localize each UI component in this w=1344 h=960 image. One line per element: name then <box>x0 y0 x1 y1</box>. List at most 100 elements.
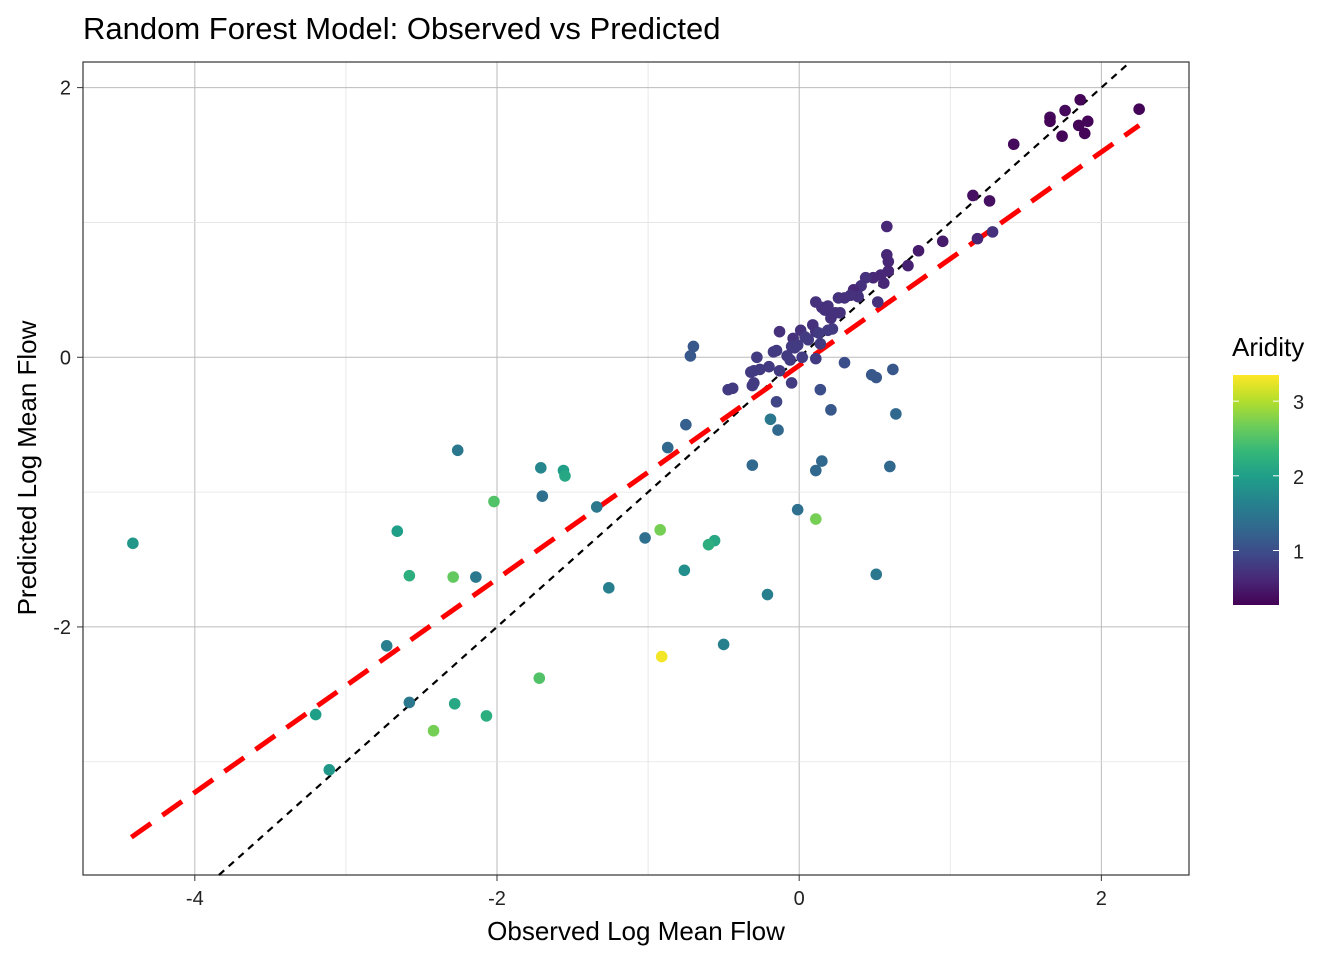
data-point <box>535 462 547 474</box>
data-point <box>791 503 804 516</box>
chart-title: Random Forest Model: Observed vs Predict… <box>83 11 721 46</box>
data-point <box>865 368 878 381</box>
y-tick-label: 0 <box>60 347 71 369</box>
data-point <box>717 638 730 651</box>
data-point <box>838 356 851 369</box>
colorbar <box>1233 375 1279 605</box>
x-tick-label: 2 <box>1096 888 1107 910</box>
data-point <box>887 363 899 376</box>
data-point <box>451 444 464 457</box>
data-point <box>810 352 822 365</box>
data-point <box>770 344 783 357</box>
data-point <box>881 220 893 233</box>
data-point <box>802 333 815 346</box>
legend-title: Aridity <box>1232 332 1304 362</box>
data-point <box>536 490 549 502</box>
data-point <box>773 364 786 377</box>
data-point <box>822 324 834 337</box>
data-point <box>639 532 651 544</box>
data-point <box>751 351 763 364</box>
data-point <box>810 513 822 525</box>
data-point <box>884 460 896 473</box>
data-point <box>882 255 895 268</box>
data-point <box>871 296 884 308</box>
y-axis-label: Predicted Log Mean Flow <box>12 320 42 615</box>
axis-ticks: -4 -2 0 2 -2 0 2 <box>53 78 1107 910</box>
data-point <box>448 697 461 710</box>
data-point <box>986 226 999 238</box>
data-point <box>770 395 783 408</box>
y-tick-label: -2 <box>53 617 71 639</box>
legend-tick-label: 1 <box>1293 541 1304 563</box>
data-point <box>877 277 890 289</box>
data-point <box>832 292 845 304</box>
data-point <box>813 327 825 339</box>
data-point <box>819 304 831 316</box>
data-point <box>785 377 798 389</box>
x-tick-label: -4 <box>186 888 204 910</box>
panel-border <box>82 61 1190 876</box>
data-point <box>825 404 837 416</box>
data-point <box>912 244 925 257</box>
data-point <box>309 708 322 721</box>
data-point <box>784 354 796 366</box>
data-point <box>480 710 493 722</box>
y-tick-label: 2 <box>60 78 71 100</box>
data-point <box>810 464 822 477</box>
data-point <box>603 582 615 594</box>
data-point <box>1081 115 1094 128</box>
data-point <box>654 524 666 536</box>
data-point <box>391 525 404 537</box>
data-point <box>788 342 801 354</box>
data-point <box>488 495 500 508</box>
legend-tick-label: 2 <box>1293 467 1304 489</box>
data-point <box>559 470 571 482</box>
data-point <box>1007 138 1020 151</box>
data-point <box>680 418 692 431</box>
data-point <box>971 232 984 245</box>
data-point <box>816 455 828 467</box>
data-point <box>746 379 759 392</box>
data-point <box>746 459 759 471</box>
data-point <box>1059 104 1071 117</box>
legend-tick-label: 3 <box>1293 392 1304 414</box>
data-point <box>763 360 775 373</box>
points <box>127 93 1145 776</box>
x-axis-label: Observed Log Mean Flow <box>487 916 785 946</box>
data-point <box>761 588 774 601</box>
data-point <box>890 408 902 420</box>
data-point <box>533 672 546 684</box>
data-point <box>834 306 846 319</box>
data-point <box>772 424 784 436</box>
data-point <box>814 383 827 396</box>
data-point <box>1044 115 1056 128</box>
x-tick-label: 0 <box>794 888 805 910</box>
data-point <box>323 764 336 776</box>
data-point <box>1074 93 1087 106</box>
data-point <box>764 413 777 426</box>
x-tick-label: -2 <box>488 888 506 910</box>
data-point <box>590 501 603 513</box>
data-point <box>380 639 393 652</box>
color-legend: Aridity 1 2 3 <box>1232 332 1304 605</box>
data-point <box>661 441 674 454</box>
data-point <box>796 351 809 364</box>
fit-line <box>129 123 1141 840</box>
data-point <box>447 571 459 583</box>
data-point <box>427 724 440 737</box>
data-point <box>722 383 734 396</box>
data-point <box>1133 103 1145 115</box>
data-point <box>745 366 757 378</box>
data-point <box>702 538 715 551</box>
identity-line <box>218 61 1131 876</box>
data-point <box>470 571 482 583</box>
data-point <box>678 564 691 577</box>
data-point <box>983 195 996 207</box>
data-point <box>773 325 786 338</box>
data-point <box>1056 130 1068 142</box>
data-point <box>967 189 979 202</box>
data-point <box>936 235 949 248</box>
data-point <box>684 350 697 362</box>
